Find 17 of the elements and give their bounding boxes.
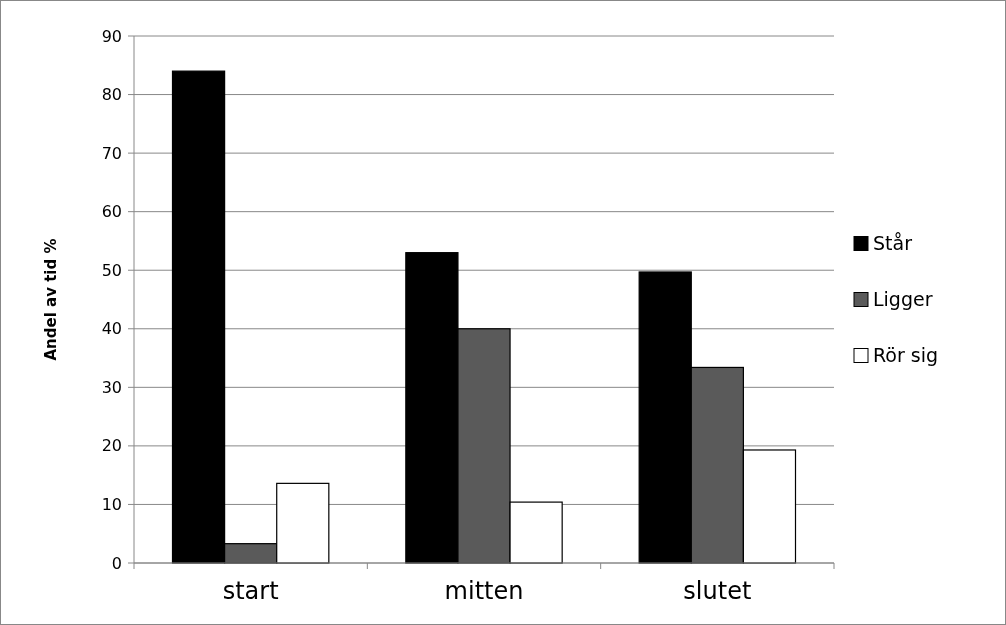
y-tick-label: 60 bbox=[101, 202, 122, 222]
y-tick-label: 30 bbox=[101, 377, 122, 397]
y-tick-label: 90 bbox=[101, 26, 122, 46]
y-tick-label: 40 bbox=[101, 319, 122, 339]
x-tick-label: slutet bbox=[683, 577, 752, 605]
legend-label: Ligger bbox=[873, 288, 933, 311]
y-axis-title: Andel av tid % bbox=[42, 238, 60, 361]
x-tick-label: mitten bbox=[444, 577, 524, 605]
y-tick-label: 20 bbox=[101, 436, 122, 456]
x-tick-label: start bbox=[222, 577, 279, 605]
legend-label: Rör sig bbox=[873, 344, 939, 367]
legend-label: Står bbox=[873, 232, 913, 255]
y-tick-label: 50 bbox=[101, 260, 122, 280]
y-tick-label: 10 bbox=[101, 495, 122, 515]
y-tick-label: 70 bbox=[101, 143, 122, 163]
y-tick-label: 80 bbox=[101, 85, 122, 105]
y-tick-label: 0 bbox=[111, 553, 122, 573]
